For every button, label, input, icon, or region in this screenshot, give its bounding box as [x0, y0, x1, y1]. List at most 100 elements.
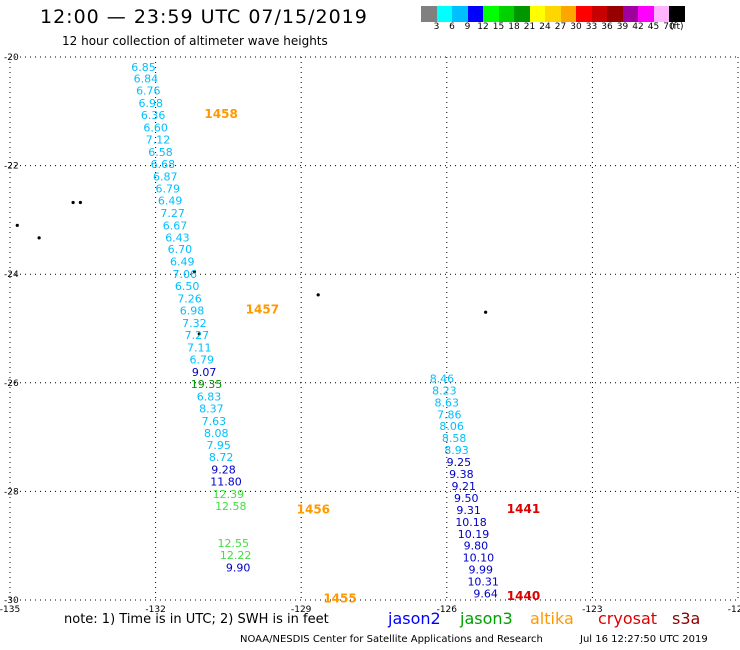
wave-height-value: 6.43 [165, 231, 190, 244]
wave-height-value: 7.86 [437, 408, 462, 421]
island-marker [316, 293, 320, 297]
island-markers [15, 200, 488, 336]
color-scale-swatch [607, 6, 623, 22]
x-tick-label: -126 [437, 605, 458, 615]
wave-height-value: 6.83 [197, 390, 222, 403]
wave-height-value: 9.07 [192, 366, 217, 379]
wave-height-value: 7.26 [177, 293, 202, 306]
wave-height-value: 6.68 [151, 158, 176, 171]
color-scale-swatch [576, 6, 592, 22]
map-title: 12:00 — 23:59 UTC 07/15/2019 [40, 6, 368, 28]
wave-height-value: 10.19 [458, 528, 490, 541]
color-scale-swatch [591, 6, 607, 22]
pass-time-label: 1441 [507, 502, 540, 516]
wave-height-value: 6.98 [138, 97, 163, 110]
color-scale-label: 18 [508, 22, 520, 32]
color-scale-label: 30 [570, 22, 582, 32]
color-scale-label: 9 [464, 22, 471, 32]
color-scale-label: 12 [477, 22, 489, 32]
island-marker [71, 200, 75, 205]
y-tick-label: -24 [4, 270, 19, 280]
wave-height-value: 8.08 [204, 427, 229, 440]
pass-time-label: 1457 [246, 302, 279, 316]
wave-height-value: 9.25 [447, 456, 472, 469]
wave-height-value: 7.27 [160, 207, 185, 220]
pass-time-label: 1440 [507, 589, 540, 603]
color-scale-swatch [452, 6, 468, 22]
wave-height-value: 7.63 [202, 415, 227, 428]
wave-height-value: 6.87 [153, 170, 178, 183]
wave-height-value: 6.84 [134, 73, 159, 86]
wave-height-value: 12.55 [218, 537, 250, 550]
wave-height-value: 6.67 [163, 219, 188, 232]
x-tick-label: -120 [728, 605, 740, 615]
wave-height-value: 6.79 [155, 182, 180, 195]
wave-height-value: 19.35 [191, 378, 223, 391]
wave-height-value: 6.49 [170, 256, 195, 269]
wave-height-value: 8.58 [442, 432, 467, 445]
map-grid [9, 56, 739, 601]
wave-height-value: 9.21 [452, 480, 477, 493]
color-scale-swatch [622, 6, 638, 22]
pass-time-labels: 1458 1457 1456 1455 1441 1440 [204, 107, 540, 605]
color-scale-label: 45 [647, 22, 660, 32]
pass-time-label: 1455 [323, 591, 356, 605]
color-scale-swatch [514, 6, 530, 22]
color-scale-label: (ft) [669, 22, 684, 32]
color-scale-swatch [653, 6, 669, 22]
wave-height-value: 10.31 [467, 576, 499, 589]
wave-height-value: 6.76 [136, 85, 161, 98]
color-scale-swatch [421, 6, 437, 22]
wave-height-value: 9.28 [211, 464, 236, 477]
mission-cryosat: cryosat [598, 609, 658, 628]
wave-height-value: 10.10 [463, 552, 495, 565]
y-tick-label: -30 [4, 596, 19, 606]
color-scale-label: 42 [632, 22, 644, 32]
pass-time-label: 1456 [297, 502, 330, 516]
x-tick-label: -135 [0, 605, 20, 615]
color-scale-label: 15 [492, 22, 505, 32]
color-scale-label: 39 [616, 22, 629, 32]
wave-height-value: 6.79 [189, 353, 214, 366]
y-tick-label: -20 [4, 53, 19, 63]
wave-height-value: 6.50 [175, 280, 200, 293]
units-note: note: 1) Time is in UTC; 2) SWH is in fe… [64, 612, 329, 627]
mission-jason3: jason3 [460, 609, 513, 628]
wave-height-value: 8.23 [432, 384, 457, 397]
credit-text: NOAA/NESDIS Center for Satellite Applica… [240, 634, 543, 645]
island-marker [484, 310, 488, 314]
axis-tick-labels: -135 -132 -129 -126 -123 -120 -20 -22 -24 -26 -28 -… [0, 53, 740, 615]
generated-timestamp: Jul 16 12:27:50 UTC 2019 [580, 634, 708, 645]
y-tick-label: -28 [4, 487, 19, 497]
color-scale-bar [421, 6, 685, 22]
wave-height-value: 9.80 [464, 540, 489, 553]
mission-s3a: s3a [672, 609, 701, 628]
wave-height-value: 12.39 [213, 488, 245, 501]
color-scale-swatch [638, 6, 654, 22]
wave-height-value: 6.58 [148, 146, 173, 159]
mission-jason2: jason2 [388, 609, 441, 628]
island-marker [37, 236, 41, 240]
wave-height-value: 9.90 [226, 561, 251, 574]
wave-height-value: 6.36 [141, 109, 166, 122]
map-subtitle: 12 hour collection of altimeter wave hei… [62, 34, 328, 48]
wave-height-value: 6.98 [180, 305, 205, 318]
wave-height-value: 8.93 [444, 444, 469, 457]
color-scale-swatch [669, 6, 685, 22]
color-scale-swatch [498, 6, 514, 22]
wave-height-value: 10.18 [455, 516, 487, 529]
wave-height-value: 6.60 [143, 122, 168, 135]
color-scale-label: 33 [585, 22, 598, 32]
color-scale-label: 24 [539, 22, 551, 32]
wave-height-value: 6.49 [158, 194, 183, 207]
island-marker [15, 223, 19, 227]
color-scale-swatch [560, 6, 576, 22]
color-scale-label: 3 [433, 22, 440, 32]
color-scale-swatch [545, 6, 561, 22]
color-scale-label: 27 [554, 22, 567, 32]
wave-height-value: 7.95 [206, 439, 231, 452]
wave-height-value: 12.58 [215, 500, 247, 513]
wave-height-value: 6.85 [131, 61, 156, 74]
wave-height-value: 8.06 [439, 420, 464, 433]
